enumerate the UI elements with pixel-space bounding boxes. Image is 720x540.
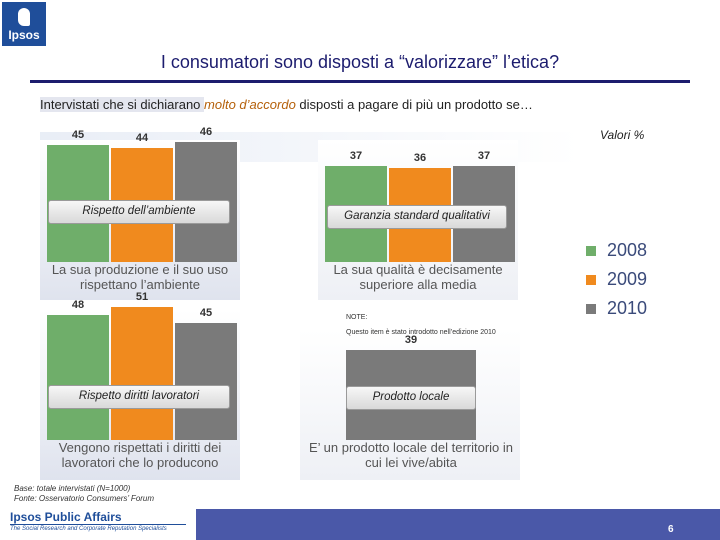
logo-mark-icon [18,8,30,26]
data-label-3-2008: 48 [71,299,85,312]
legend-swatch-2010 [586,303,596,314]
note-text: Questo item è stato introdotto nell’ediz… [346,329,496,336]
source-text: Fonte: Osservatorio Consumers’ Forum [14,494,155,503]
ipsos-logo: Ipsos [2,2,46,46]
base-text: Base: totale intervistati (N=1000) [14,484,131,493]
legend-label-2008: 2008 [607,240,648,260]
chart-description-line: lavoratori che lo producono [61,455,219,470]
chart-description-line: La sua produzione e il suo uso [51,262,229,277]
chart-description-1: La sua produzione e il suo uso rispettano… [40,262,240,292]
chart-title-4: Prodotto locale [346,386,476,410]
legend: 2008 2009 2010 [586,236,647,323]
legend-swatch-2009 [586,274,596,285]
chart-description-3: Vengono rispettati i diritti dei lavorato… [40,440,240,470]
chart-title-2: Garanzia standard qualitativi [327,205,507,229]
data-label-4-2010: 39 [404,334,418,347]
title-underline [30,80,690,83]
subtitle-post: disposti a pagare di più un prodotto se… [295,97,533,112]
note-title: NOTE: [346,314,368,321]
subtitle-pre: Intervistati che si dichiarano [40,97,205,112]
legend-label-2009: 2009 [607,269,648,289]
chart-title-1: Rispetto dell’ambiente [48,200,230,224]
bar-3-2008 [47,315,109,440]
subtitle: Intervistati che si dichiarano molto d’a… [40,97,533,112]
chart-description-line: cui lei vive/abita [365,455,457,470]
page-number: 6 [668,524,674,535]
chart-description-line: Vengono rispettati i diritti dei [58,440,222,455]
page-title: I consumatori sono disposti a “valorizza… [160,52,560,72]
data-label-1-2008: 45 [71,129,85,141]
chart-description-line: La sua qualità è decisamente [333,262,503,277]
brand-tagline: The Social Research and Corporate Reputa… [10,526,167,532]
footnote: Base: totale intervistati (N=1000) Fonte… [14,484,154,504]
units-label: Valori % [600,128,645,142]
chart-description-line: rispettano l’ambiente [80,277,200,292]
bar-3-2010 [175,323,237,440]
data-label-1-2009: 44 [135,131,149,144]
data-label-1-2010: 46 [199,126,213,139]
chart-description-4: E’ un prodotto locale del territorio in c… [296,440,526,470]
legend-item-2009: 2009 [586,265,647,294]
legend-swatch-2008 [586,245,596,256]
logo-text: Ipsos [8,28,40,42]
chart-title-3: Rispetto diritti lavoratori [48,385,230,409]
chart-description-line: superiore alla media [359,277,477,292]
legend-item-2008: 2008 [586,236,647,265]
brand-name: Ipsos Public Affairs [10,510,122,524]
data-label-2-2009: 36 [413,152,427,165]
chart-description-2: La sua qualità è decisamente superiore al… [318,262,518,292]
data-label-3-2010: 45 [199,307,213,319]
data-label-2-2010: 37 [477,149,491,162]
legend-label-2010: 2010 [607,298,648,318]
subtitle-emphasis: molto d’accordo [204,97,296,112]
brand-rule [10,524,186,525]
footer-band [196,509,720,540]
bar-3-2009 [111,307,173,440]
legend-item-2010: 2010 [586,294,647,323]
chart-description-line: E’ un prodotto locale del territorio in [308,440,514,455]
data-label-2-2008: 37 [349,149,363,162]
data-label-3-2009: 51 [135,291,149,304]
